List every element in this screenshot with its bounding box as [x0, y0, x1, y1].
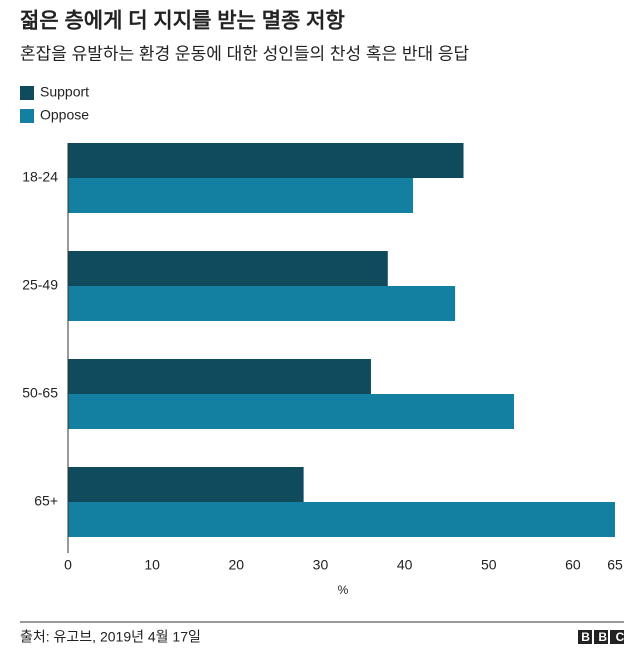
legend-label: Support	[40, 84, 89, 100]
logo-box	[594, 630, 608, 644]
bar	[68, 143, 464, 178]
bar	[68, 394, 515, 429]
logo-box	[610, 630, 624, 644]
bar	[68, 467, 304, 502]
bar	[68, 359, 371, 394]
logo-box	[578, 630, 592, 644]
x-tick-label: 60	[565, 557, 581, 573]
legend-label: Oppose	[40, 107, 89, 123]
bar	[68, 251, 388, 286]
bar	[68, 502, 615, 537]
source: 출처: 유고브, 2019년 4월 17일	[20, 629, 201, 645]
bar	[68, 286, 456, 321]
y-tick-label: 18-24	[22, 169, 58, 185]
y-tick-label: 50-65	[22, 385, 58, 401]
logo-text: BBC	[581, 630, 633, 644]
y-tick-label: 25-49	[22, 277, 58, 293]
legend-swatch	[20, 86, 34, 100]
x-tick-label: 50	[481, 557, 497, 573]
x-tick-label: 30	[313, 557, 329, 573]
chart-title: 젊은 층에게 더 지지를 받는 멸종 저항	[20, 9, 345, 33]
legend-swatch	[20, 109, 34, 123]
x-tick-label: 0	[64, 557, 72, 573]
chart-subtitle: 혼잡을 유발하는 환경 운동에 대한 성인들의 찬성 혹은 반대 응답	[20, 44, 470, 63]
x-axis-label: %	[338, 583, 349, 597]
y-tick-label: 65+	[34, 493, 58, 509]
bar	[68, 178, 414, 213]
x-tick-label: 40	[397, 557, 413, 573]
x-tick-label: 65	[607, 557, 623, 573]
logo: BBC	[578, 630, 633, 644]
x-tick-label: 20	[229, 557, 245, 573]
x-tick-label: 10	[144, 557, 160, 573]
